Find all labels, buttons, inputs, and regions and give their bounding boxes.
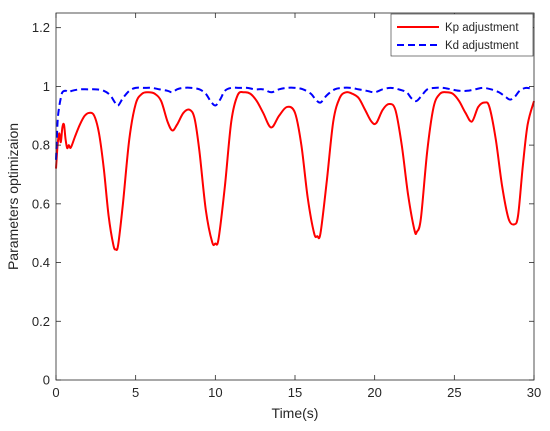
y-axis-ticks: 0 0.2 0.4 0.6 0.8 1 1.2 [32, 20, 534, 388]
y-tick-label: 1.2 [32, 20, 50, 35]
legend-label-kp: Kp adjustment [445, 22, 519, 34]
x-tick-label: 15 [288, 385, 302, 400]
series-line-kp [55, 90, 535, 251]
y-tick-label: 0.8 [32, 138, 50, 153]
x-tick-label: 25 [447, 385, 461, 400]
x-tick-label: 0 [52, 385, 59, 400]
x-tick-label: 10 [208, 385, 222, 400]
x-tick-label: 5 [132, 385, 139, 400]
series-layer [55, 86, 535, 251]
x-axis-label: Time(s) [272, 405, 319, 421]
y-tick-label: 0.4 [32, 255, 50, 270]
x-axis-ticks: 0 5 10 15 20 25 30 [52, 13, 541, 400]
x-tick-label: 20 [367, 385, 381, 400]
plot-area [56, 13, 534, 380]
series-line-kd [55, 86, 535, 160]
y-axis-label: Parameters optimizaion [5, 123, 21, 270]
x-tick-label: 30 [527, 385, 541, 400]
legend-box [390, 13, 534, 57]
y-tick-label: 0.6 [32, 196, 50, 211]
y-tick-label: 1 [43, 79, 50, 94]
y-tick-label: 0 [43, 373, 50, 388]
legend-label-kd: Kd adjustment [445, 40, 519, 52]
y-tick-label: 0.2 [32, 314, 50, 329]
legend: Kp adjustment Kd adjustment [390, 13, 534, 57]
